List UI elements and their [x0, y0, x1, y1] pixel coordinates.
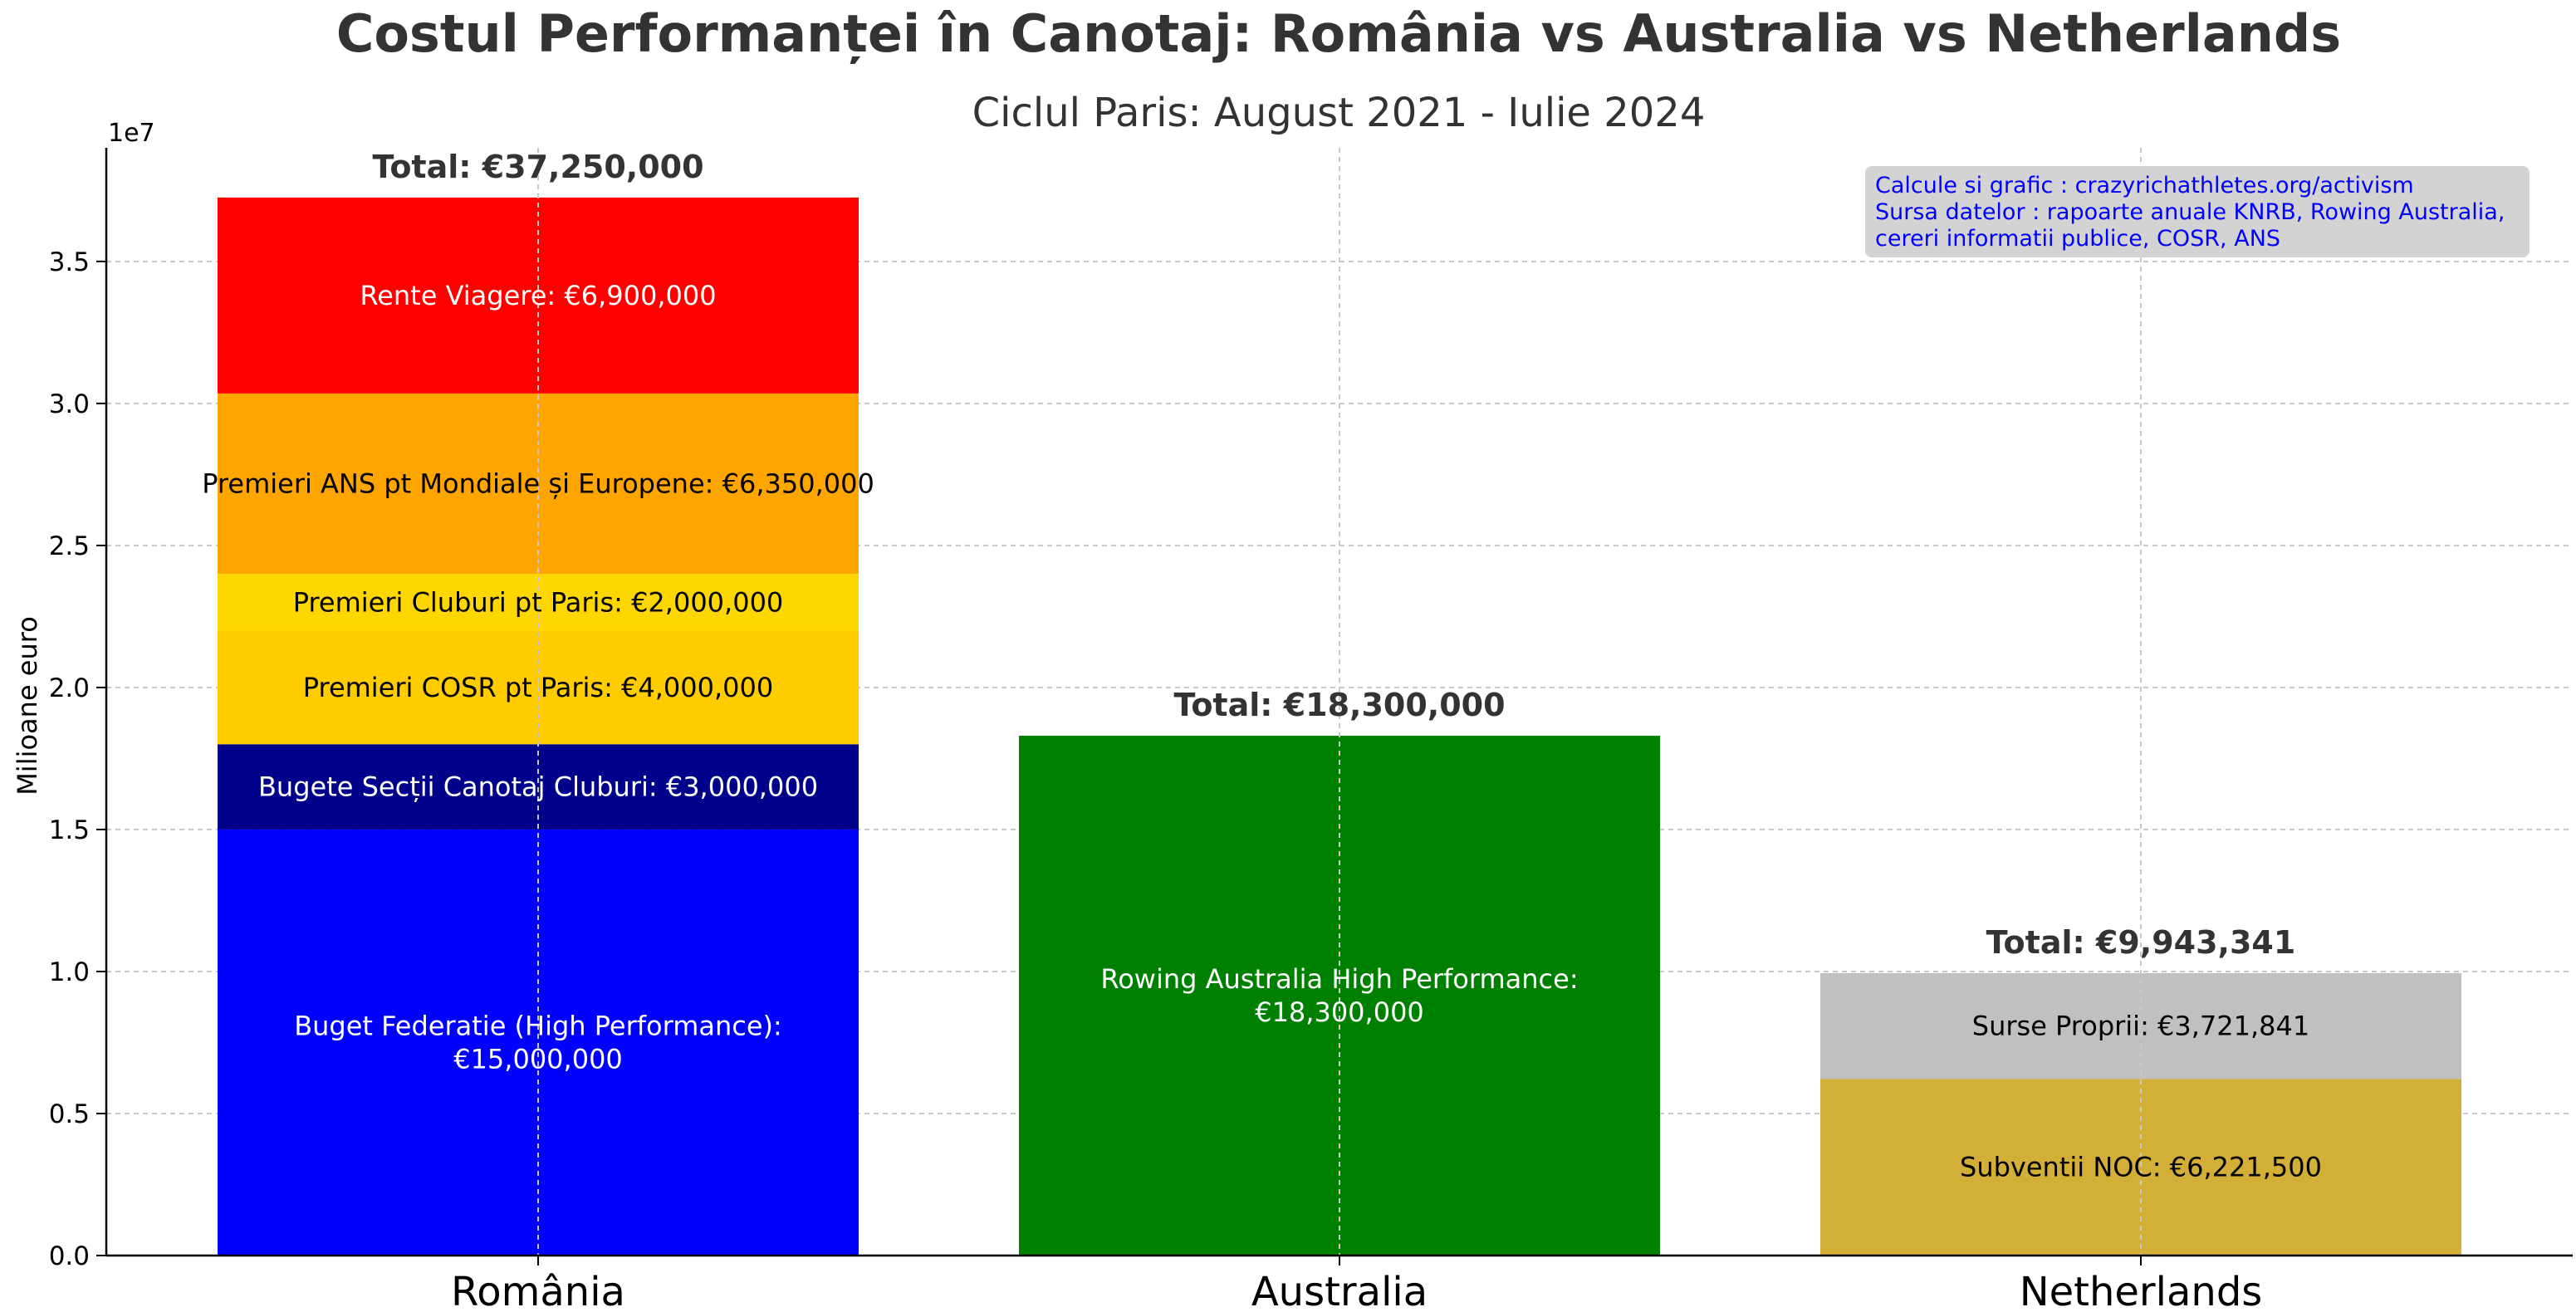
- x-tick-label: Australia: [1251, 1269, 1428, 1312]
- segment-label: Premieri Cluburi pt Paris: €2,000,000: [293, 586, 784, 618]
- segment-label: €15,000,000: [453, 1043, 623, 1075]
- chart-subtitle: Ciclul Paris: August 2021 - Iulie 2024: [972, 90, 1706, 136]
- annotation-box: Calcule si grafic : crazyrichathletes.or…: [1865, 166, 2529, 257]
- y-tick-label: 1.5: [49, 815, 90, 845]
- y-tick-label: 3.5: [49, 247, 90, 277]
- y-tick-label: 0.0: [49, 1241, 90, 1271]
- annotation-text: Sursa datelor : rapoarte anuale KNRB, Ro…: [1875, 199, 2505, 225]
- y-offset-label: 1e7: [108, 119, 155, 148]
- bar-segment: [218, 574, 859, 631]
- y-tick-label: 0.5: [49, 1099, 90, 1129]
- segment-label: Premieri ANS pt Mondiale și Europene: €6…: [202, 468, 874, 499]
- segment-label: Subventii NOC: €6,221,500: [1960, 1152, 2322, 1183]
- y-tick-label: 2.5: [49, 531, 90, 561]
- segment-label: Rowing Australia High Performance:: [1100, 963, 1578, 995]
- bar-total-label: Total: €37,250,000: [372, 149, 703, 185]
- annotation-text: Calcule si grafic : crazyrichathletes.or…: [1875, 173, 2414, 198]
- y-axis-label: Milioane euro: [12, 616, 43, 796]
- segment-label: Bugete Secții Canotaj Cluburi: €3,000,00…: [258, 771, 818, 803]
- segment-label: Rente Viagere: €6,900,000: [360, 280, 716, 311]
- vertical-grid: [537, 148, 2142, 1256]
- bar-total-label: Total: €9,943,341: [1986, 924, 2296, 961]
- bar-labels: Buget Federatie (High Performance):€15,0…: [202, 149, 2322, 1183]
- bar-segment: [1019, 736, 1660, 1256]
- segment-label: Surse Proprii: €3,721,841: [1972, 1011, 2309, 1042]
- y-tick-label: 2.0: [49, 673, 90, 703]
- segment-label: Premieri COSR pt Paris: €4,000,000: [303, 672, 773, 703]
- bar-total-label: Total: €18,300,000: [1173, 687, 1505, 723]
- x-tick-label: Netherlands: [2020, 1269, 2263, 1312]
- chart-title: Costul Performanței în Canotaj: România …: [336, 3, 2341, 64]
- annotation-text: cereri informatii publice, COSR, ANS: [1875, 226, 2280, 252]
- y-tick-label: 3.0: [49, 389, 90, 419]
- x-ticks: România Australia Netherlands: [451, 1256, 2262, 1312]
- y-tick-label: 1.0: [49, 957, 90, 987]
- segment-label: Buget Federatie (High Performance):: [294, 1010, 782, 1041]
- segment-label: €18,300,000: [1255, 996, 1424, 1028]
- annotation-background: [1865, 166, 2529, 257]
- x-tick-label: România: [451, 1269, 625, 1312]
- y-ticks: 0.0 0.5 1.0 1.5 2.0 2.5 3.0 3.5: [49, 247, 106, 1271]
